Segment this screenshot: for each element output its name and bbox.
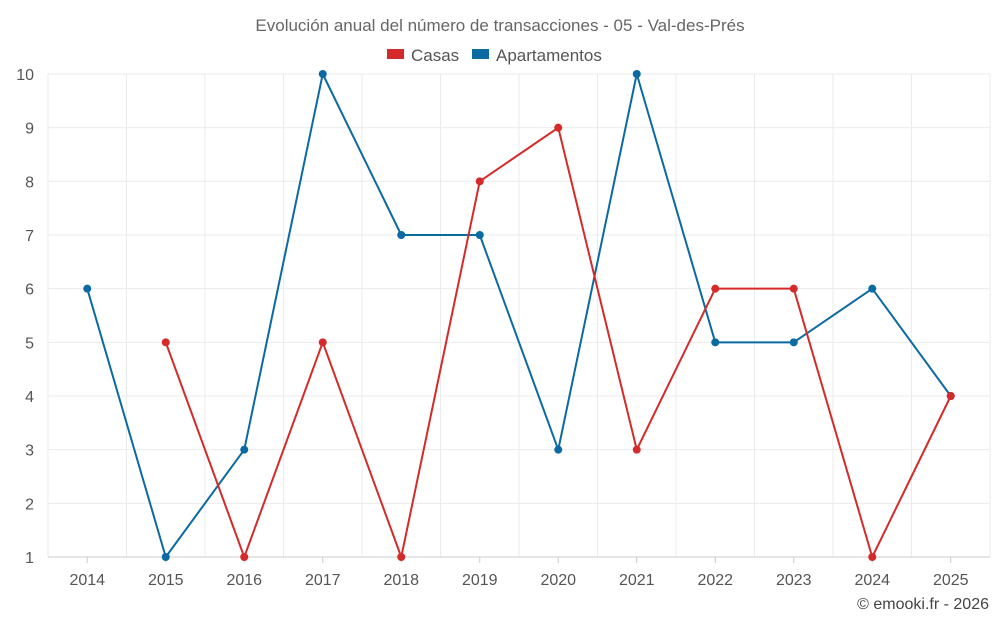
y-tick-label: 5 [25, 335, 34, 352]
x-tick-label: 2021 [619, 572, 655, 589]
data-point-apartamentos[interactable] [161, 553, 170, 561]
x-tick-label: 2019 [462, 572, 498, 589]
series-group [83, 70, 955, 561]
legend-swatch-casas [387, 49, 404, 59]
data-point-apartamentos[interactable] [632, 70, 641, 78]
data-point-casas[interactable] [632, 445, 641, 454]
x-tick-label: 2025 [933, 572, 969, 589]
data-point-casas[interactable] [240, 553, 249, 561]
data-point-casas[interactable] [475, 177, 484, 186]
data-point-apartamentos[interactable] [240, 445, 249, 454]
data-point-casas[interactable] [789, 284, 798, 293]
y-tick-label: 9 [25, 121, 34, 138]
legend-label-casas[interactable]: Casas [411, 46, 459, 65]
chart-title: Evolución anual del número de transaccio… [255, 16, 744, 35]
legend-swatch-apartamentos [472, 49, 489, 59]
grid [47, 73, 991, 558]
legend-label-apartamentos[interactable]: Apartamentos [496, 46, 602, 65]
x-tick-label: 2016 [226, 572, 262, 589]
data-point-casas[interactable] [161, 338, 170, 347]
y-axis: 1 2 3 4 5 6 7 8 9 10 [16, 67, 34, 567]
y-tick-label: 7 [25, 228, 34, 245]
data-point-casas[interactable] [554, 123, 563, 132]
x-tick-label: 2015 [148, 572, 184, 589]
credit-text: © emooki.fr - 2026 [857, 596, 989, 613]
data-point-casas[interactable] [397, 553, 406, 561]
data-point-casas[interactable] [318, 338, 327, 347]
x-tick-label: 2024 [854, 572, 890, 589]
data-point-casas[interactable] [868, 553, 877, 561]
legend: Casas Apartamentos [387, 46, 602, 65]
data-point-apartamentos[interactable] [789, 338, 798, 347]
y-tick-label: 2 [25, 496, 34, 513]
y-tick-label: 8 [25, 174, 34, 191]
data-point-apartamentos[interactable] [868, 284, 877, 293]
y-tick-label: 3 [25, 443, 34, 460]
data-point-casas[interactable] [946, 392, 955, 400]
data-point-apartamentos[interactable] [711, 338, 720, 347]
y-tick-label: 1 [25, 550, 34, 567]
data-point-apartamentos[interactable] [83, 284, 92, 293]
y-tick-label: 4 [25, 389, 34, 406]
y-tick-label: 6 [25, 282, 34, 299]
data-point-apartamentos[interactable] [318, 70, 327, 78]
data-point-apartamentos[interactable] [397, 231, 406, 239]
x-tick-label: 2017 [305, 572, 341, 589]
x-tick-label: 2023 [776, 572, 812, 589]
data-point-casas[interactable] [711, 284, 720, 293]
data-point-apartamentos[interactable] [475, 231, 484, 239]
x-axis: 2014 2015 2016 2017 2018 2019 2020 2021 2022 2023… [69, 557, 969, 589]
y-tick-label: 10 [16, 67, 34, 84]
x-tick-label: 2018 [383, 572, 419, 589]
x-tick-label: 2020 [540, 572, 576, 589]
x-tick-label: 2014 [69, 572, 105, 589]
data-point-apartamentos[interactable] [554, 445, 563, 454]
x-tick-label: 2022 [697, 572, 733, 589]
